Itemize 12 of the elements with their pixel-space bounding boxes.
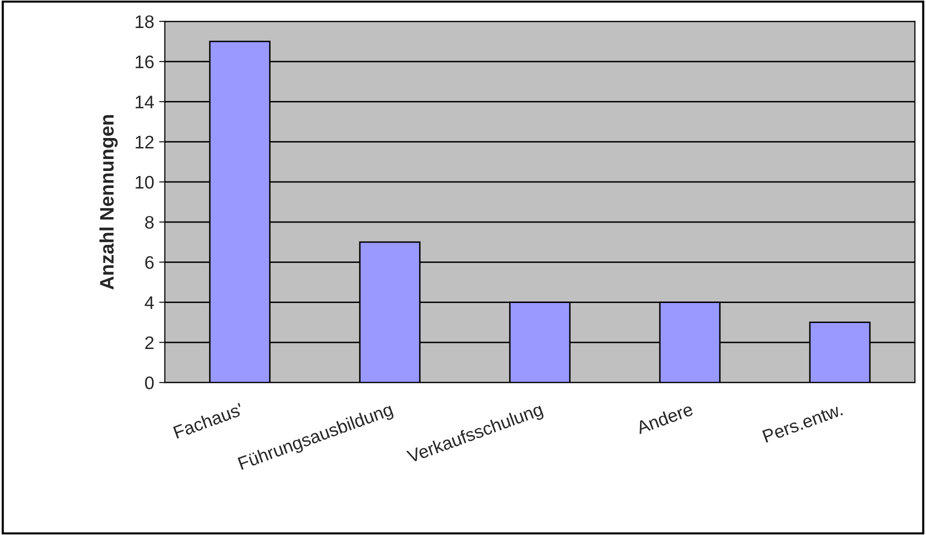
y-tick-label: 18 [136,15,154,28]
y-tick-label: 14 [136,96,154,108]
y-tick-label: 2 [145,336,154,349]
y-axis-title: Anzahl Nennungen [99,115,118,290]
y-tick-label: 6 [145,256,154,269]
y-tick-label: 16 [136,55,154,68]
y-tick-label: 0 [145,376,154,390]
y-tick-label: 10 [136,176,154,189]
y-tick-label: 12 [136,136,154,148]
x-tick-label: Andere [635,402,694,434]
y-tick-label: 8 [145,216,154,229]
y-tick-label: 4 [144,296,154,309]
